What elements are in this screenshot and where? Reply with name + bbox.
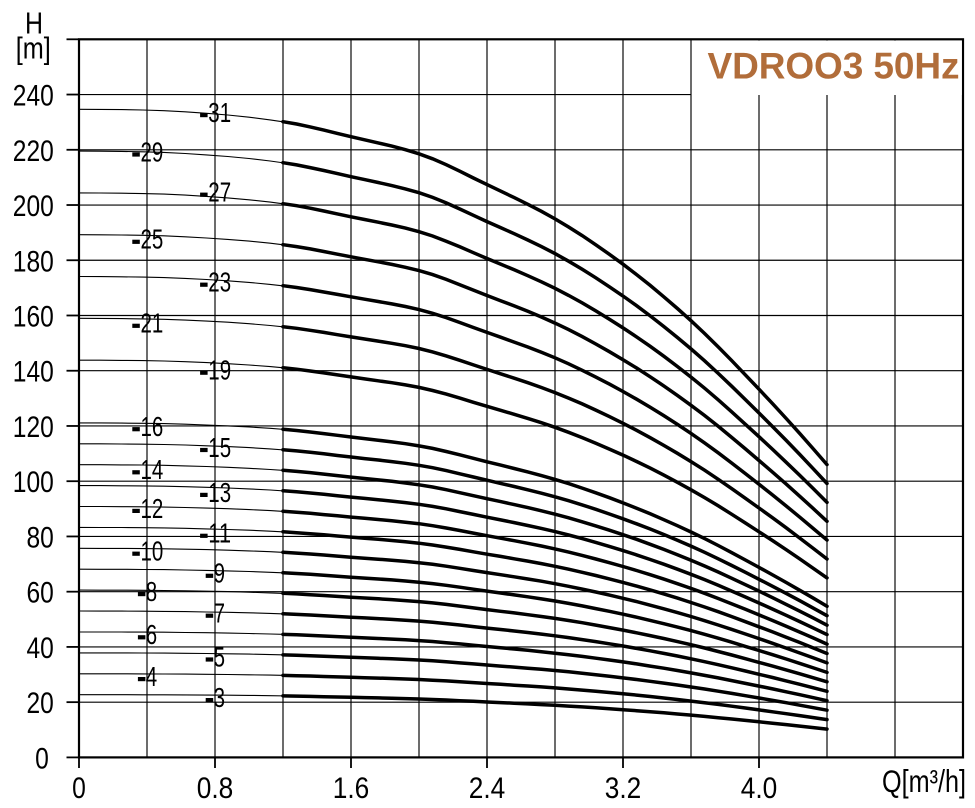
svg-text:10: 10 bbox=[141, 536, 164, 567]
svg-text:16: 16 bbox=[141, 411, 164, 442]
svg-text:11: 11 bbox=[208, 518, 231, 549]
svg-text:25: 25 bbox=[141, 224, 164, 255]
svg-text:3.2: 3.2 bbox=[605, 772, 642, 805]
svg-text:23: 23 bbox=[208, 267, 231, 298]
svg-text:4: 4 bbox=[146, 661, 157, 692]
svg-text:H: H bbox=[25, 6, 43, 41]
svg-text:140: 140 bbox=[13, 356, 54, 389]
svg-text:3: 3 bbox=[214, 682, 225, 713]
svg-text:100: 100 bbox=[13, 466, 54, 499]
svg-text:21: 21 bbox=[141, 308, 164, 339]
svg-text:1.6: 1.6 bbox=[333, 772, 370, 805]
svg-text:29: 29 bbox=[141, 136, 164, 167]
svg-text:27: 27 bbox=[208, 177, 231, 208]
svg-text:0: 0 bbox=[35, 742, 49, 775]
svg-text:20: 20 bbox=[27, 687, 54, 720]
svg-text:2.4: 2.4 bbox=[469, 772, 506, 805]
svg-text:6: 6 bbox=[146, 619, 157, 650]
svg-text:15: 15 bbox=[208, 432, 231, 463]
svg-text:200: 200 bbox=[13, 190, 54, 223]
svg-text:7: 7 bbox=[214, 598, 225, 629]
svg-text:120: 120 bbox=[13, 411, 54, 444]
svg-text:Q[m³/h]: Q[m³/h] bbox=[882, 763, 966, 799]
svg-text:0: 0 bbox=[72, 772, 86, 805]
svg-text:160: 160 bbox=[13, 301, 54, 334]
svg-text:60: 60 bbox=[27, 577, 54, 610]
svg-text:240: 240 bbox=[13, 80, 54, 113]
svg-text:8: 8 bbox=[146, 576, 157, 607]
svg-text:40: 40 bbox=[27, 632, 54, 665]
svg-text:80: 80 bbox=[27, 521, 54, 554]
svg-text:0.8: 0.8 bbox=[197, 772, 234, 805]
svg-text:4.0: 4.0 bbox=[741, 772, 778, 805]
svg-text:14: 14 bbox=[141, 454, 164, 485]
svg-text:VDROO3 50Hz: VDROO3 50Hz bbox=[708, 45, 960, 86]
svg-text:12: 12 bbox=[141, 493, 164, 524]
svg-text:13: 13 bbox=[208, 477, 231, 508]
svg-text:5: 5 bbox=[214, 641, 225, 672]
svg-text:19: 19 bbox=[208, 355, 231, 386]
svg-text:180: 180 bbox=[13, 245, 54, 278]
svg-text:220: 220 bbox=[13, 135, 54, 168]
svg-text:[m]: [m] bbox=[16, 30, 51, 65]
svg-text:9: 9 bbox=[214, 558, 225, 589]
svg-text:31: 31 bbox=[208, 97, 231, 128]
